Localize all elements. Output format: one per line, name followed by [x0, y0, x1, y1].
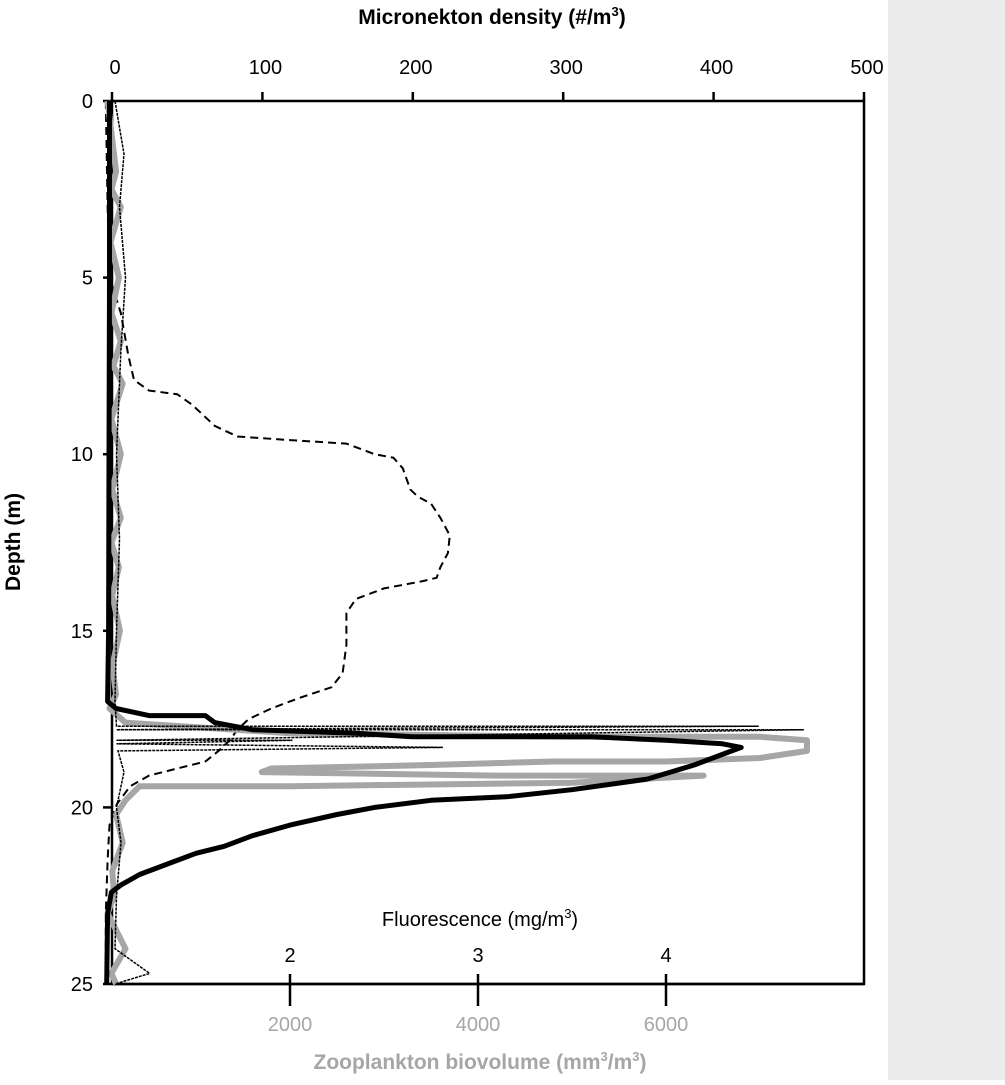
- top-tick-label: 300: [550, 57, 583, 79]
- fluorescence-tick-label: 4: [660, 945, 671, 967]
- top-tick-label: 200: [399, 57, 432, 79]
- zooplankton-tick-label: 4000: [456, 1014, 501, 1036]
- micronekton-series-line: [114, 100, 804, 985]
- top-tick-label: 400: [700, 57, 733, 79]
- zooplankton-tick-label: 2000: [268, 1014, 313, 1036]
- zooplankton-series-line: [104, 101, 744, 985]
- y-tick-label: 20: [71, 797, 93, 819]
- y-tick-label: 0: [82, 91, 93, 113]
- fluorescence-tick-label: 3: [472, 945, 483, 967]
- top-tick-label: 0: [109, 57, 120, 79]
- fluorescence-tick-label: 2: [284, 945, 295, 967]
- zooplankton-axis-title: Zooplankton biovolume (mm3/m3): [314, 1049, 647, 1074]
- zooplankton-tick-label: 6000: [644, 1014, 689, 1036]
- y-tick-label: 10: [71, 444, 93, 466]
- y-tick-label: 5: [82, 268, 93, 290]
- chart-figure: Micronekton density (#/m3) Depth (m) Flu…: [2, 4, 884, 1074]
- micronekton-axis-title: Micronekton density (#/m3): [358, 4, 625, 29]
- chart-svg: Micronekton density (#/m3) Depth (m) Flu…: [2, 4, 884, 1074]
- top-tick-label: 100: [249, 57, 282, 79]
- top-tick-label: 500: [850, 57, 883, 79]
- y-tick-label: 15: [71, 621, 93, 643]
- depth-axis-title: Depth (m): [2, 493, 25, 591]
- plot-frame: [110, 99, 866, 986]
- y-tick-label: 25: [71, 974, 93, 996]
- fluorescence-series-line: [104, 100, 451, 984]
- side-panel: [888, 0, 1005, 1080]
- fluorescence-axis-title: Fluorescence (mg/m3): [382, 906, 578, 931]
- ticks-layer: 0 5 10 15 20 25 0 100 200 300 400 500 2 3 4 2000 4000 600…: [71, 57, 884, 1036]
- series-layer: [104, 100, 810, 986]
